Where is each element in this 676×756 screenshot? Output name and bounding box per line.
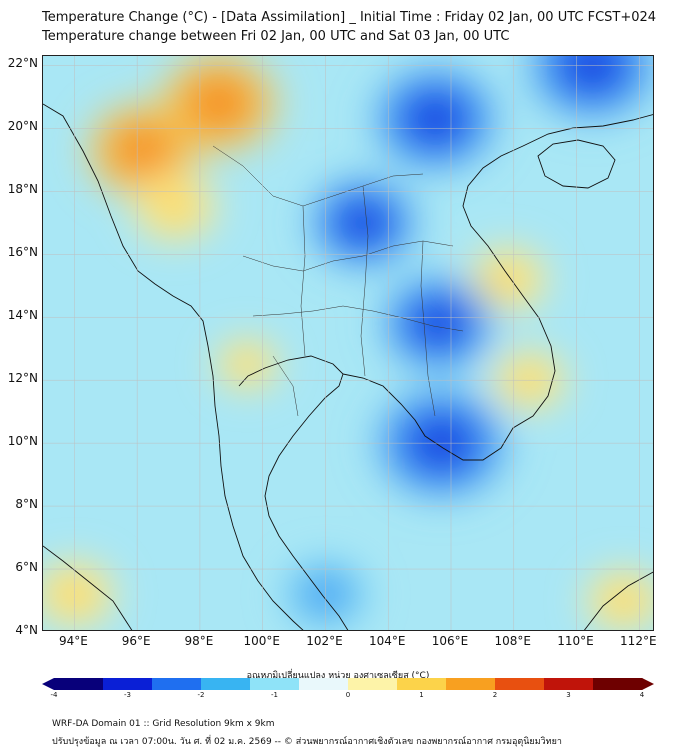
- cool-anomaly: [359, 56, 512, 184]
- latitude-label: 16°N: [7, 245, 38, 260]
- colorbar-cell: [593, 678, 643, 690]
- longitude-label: 98°E: [184, 634, 214, 648]
- colorbar-tick-label: 4: [639, 691, 645, 699]
- warm-anomaly: [43, 553, 124, 630]
- latitude-label: 22°N: [7, 56, 38, 71]
- longitude-label: 94°E: [58, 634, 88, 648]
- colorbar-tick-label: -4: [50, 691, 58, 699]
- latitude-label: 12°N: [7, 371, 38, 386]
- colorbar-cell: [299, 678, 349, 690]
- map-subtitle: Temperature change between Fri 02 Jan, 0…: [42, 29, 510, 44]
- latitude-label: 10°N: [7, 434, 38, 449]
- longitude-label: 102°E: [306, 634, 343, 648]
- colorbar-tick-label: -2: [197, 691, 205, 699]
- credit-line: ปรับปรุงข้อมูล ณ เวลา 07:00น. วัน ศ. ที่…: [52, 737, 562, 747]
- cool-anomaly: [296, 166, 430, 280]
- colorbar-cell: [495, 678, 545, 690]
- temperature-change-map: [42, 55, 654, 631]
- map-title: Temperature Change (°C) - [Data Assimila…: [42, 10, 657, 25]
- longitude-label: 108°E: [494, 634, 532, 648]
- latitude-label: 20°N: [7, 119, 38, 134]
- coastlines: [43, 103, 653, 630]
- latitude-label: 14°N: [7, 308, 38, 323]
- colorbar-cell: [103, 678, 153, 690]
- colorbar: [42, 678, 654, 690]
- latitude-label: 8°N: [15, 497, 38, 512]
- colorbar-cell: [446, 678, 496, 690]
- anomaly-layer: [43, 56, 653, 630]
- longitude-label: 106°E: [431, 634, 469, 648]
- longitude-label: 100°E: [243, 634, 280, 648]
- model-info: WRF-DA Domain 01 :: Grid Resolution 9km …: [52, 719, 275, 729]
- colorbar-cell: [250, 678, 300, 690]
- colorbar-cell: [397, 678, 447, 690]
- latitude-label: 18°N: [7, 182, 38, 197]
- colorbar-cell: [152, 678, 202, 690]
- colorbar-title: อุณหภูมิเปลี่ยนแปลง หน่วย องศาเซลเซียส (…: [246, 671, 430, 681]
- cool-anomaly: [512, 56, 653, 134]
- longitude-label: 112°E: [620, 634, 657, 648]
- colorbar-tick-label: 1: [419, 691, 424, 699]
- longitude-label: 104°E: [368, 634, 406, 648]
- colorbar-tick-label: 2: [492, 691, 498, 699]
- colorbar-cell: [54, 678, 104, 690]
- latitude-label: 4°N: [15, 623, 38, 637]
- warm-anomaly: [147, 56, 291, 164]
- map-canvas: [43, 56, 653, 630]
- graticule: [43, 56, 653, 630]
- colorbar-min-extend: [42, 678, 54, 690]
- colorbar-cell: [348, 678, 398, 690]
- latitude-label: 6°N: [15, 560, 38, 575]
- colorbar-tick-label: 0: [345, 691, 351, 699]
- colorbar-tick-label: 3: [566, 691, 571, 699]
- longitude-label: 110°E: [557, 634, 594, 648]
- colorbar-tick-label: -1: [271, 691, 278, 699]
- colorbar-tick-label: -3: [124, 691, 131, 699]
- longitude-label: 96°E: [121, 634, 151, 648]
- colorbar-cell: [544, 678, 594, 690]
- cool-anomaly: [368, 264, 509, 383]
- colorbar-cell: [201, 678, 251, 690]
- warm-anomaly: [209, 333, 285, 396]
- colorbar-max-extend: [642, 678, 654, 690]
- warm-anomaly: [124, 164, 226, 250]
